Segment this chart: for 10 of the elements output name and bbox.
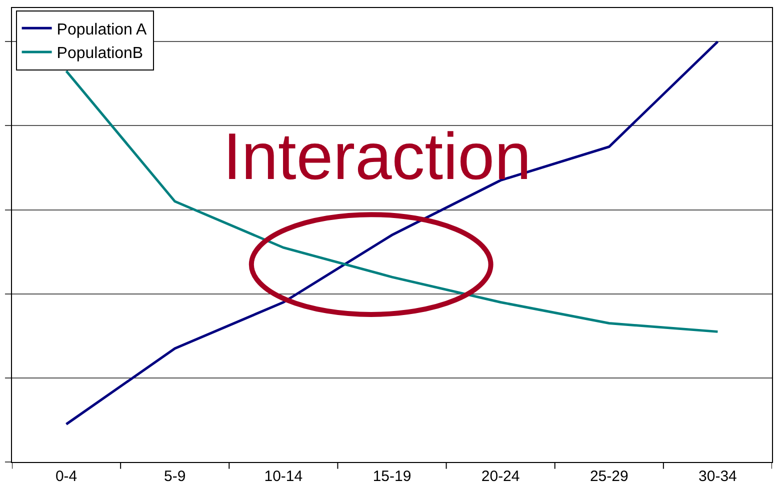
x-tick-label: 25-29 [590, 468, 628, 485]
legend-label: PopulationB [56, 45, 144, 62]
legend-label: Population A [56, 21, 147, 38]
x-tick-label: 30-34 [698, 468, 737, 485]
x-tick-label: 0-4 [55, 468, 78, 485]
x-tick-label: 15-19 [372, 468, 412, 485]
x-tick-label: 10-14 [264, 468, 303, 485]
annotation: Interaction [223, 119, 532, 193]
x-tick-label: 20-24 [481, 468, 520, 485]
x-tick-label: 5-9 [164, 468, 186, 485]
